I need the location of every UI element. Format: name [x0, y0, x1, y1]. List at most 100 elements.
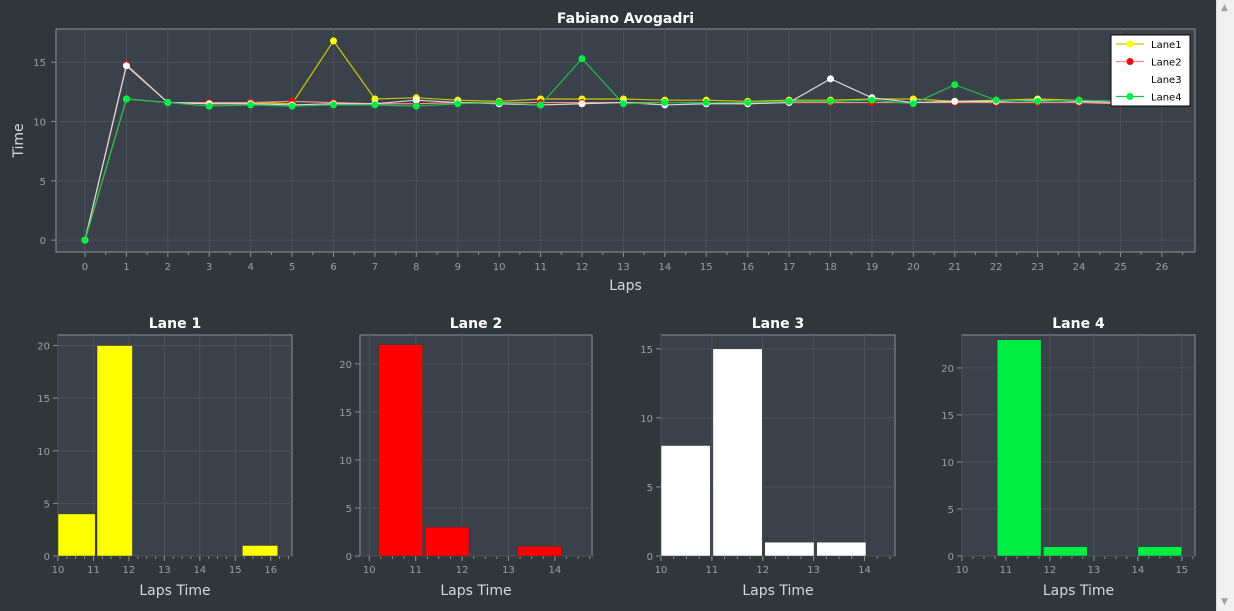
y-tick-label: 15: [33, 58, 46, 69]
x-tick-label: 14: [858, 565, 871, 576]
histogram-bar: [57, 513, 96, 557]
legend-box: [1110, 34, 1191, 107]
histogram-x-axis-label: Laps Time: [1043, 583, 1114, 599]
histogram-bar: [712, 348, 763, 557]
x-tick-label: 17: [783, 262, 796, 273]
histogram-bar: [660, 445, 711, 557]
data-point-lane3: [122, 62, 130, 70]
data-point-lane4: [81, 236, 89, 244]
data-point-lane3: [578, 100, 586, 108]
y-tick-label: 5: [346, 504, 352, 515]
legend-label-lane2: Lane2: [1151, 58, 1182, 69]
y-tick-label: 10: [640, 414, 653, 425]
x-tick-label: 21: [948, 262, 961, 273]
histogram-bar: [1043, 546, 1088, 557]
x-tick-label: 11: [706, 565, 719, 576]
y-tick-label: 20: [37, 342, 50, 353]
x-tick-label: 15: [229, 565, 242, 576]
y-tick-label: 15: [640, 345, 653, 356]
x-tick-label: 24: [1073, 262, 1086, 273]
histogram-title: Lane 1: [149, 316, 201, 332]
y-tick-label: 5: [948, 505, 954, 516]
histogram-bar: [242, 545, 279, 557]
histogram-bar: [378, 344, 423, 557]
x-tick-label: 11: [87, 565, 100, 576]
x-tick-label: 12: [456, 565, 469, 576]
y-tick-label: 0: [40, 236, 46, 247]
data-point-lane4: [744, 99, 752, 107]
x-tick-label: 13: [807, 565, 820, 576]
y-tick-label: 20: [941, 364, 954, 375]
legend-marker-lane1: [1126, 40, 1134, 48]
y-tick-label: 10: [339, 456, 352, 467]
histogram-title: Lane 2: [450, 316, 502, 332]
data-point-lane4: [247, 101, 255, 109]
y-tick-label: 5: [40, 177, 46, 188]
data-point-lane4: [164, 99, 172, 107]
x-tick-label: 15: [700, 262, 713, 273]
x-tick-label: 5: [289, 262, 295, 273]
vertical-scrollbar[interactable]: ▲ ▼: [1216, 0, 1234, 611]
legend-label-lane4: Lane4: [1151, 93, 1182, 104]
main-plot-area: [55, 28, 1196, 253]
data-point-lane4: [371, 101, 379, 109]
data-point-lane3: [412, 96, 420, 104]
x-tick-label: 14: [1131, 565, 1144, 576]
legend-marker-lane4: [1126, 93, 1134, 100]
x-tick-label: 20: [907, 262, 920, 273]
histogram-x-axis-label: Laps Time: [440, 583, 511, 599]
data-point-lane4: [288, 102, 296, 110]
data-point-lane3: [951, 97, 959, 105]
histogram-x-axis-label: Laps Time: [742, 583, 813, 599]
histogram-title: Lane 4: [1052, 316, 1105, 332]
x-tick-label: 15: [1175, 565, 1188, 576]
histogram-bar: [1137, 546, 1183, 557]
scroll-down-arrow-icon[interactable]: ▼: [1221, 597, 1228, 607]
y-tick-label: 0: [44, 552, 50, 563]
data-point-lane4: [1075, 96, 1083, 104]
y-tick-label: 10: [941, 458, 954, 469]
x-tick-label: 25: [1114, 262, 1127, 273]
data-point-lane4: [454, 100, 462, 108]
x-tick-label: 8: [413, 262, 419, 273]
x-tick-label: 22: [990, 262, 1003, 273]
y-tick-label: 5: [44, 499, 50, 510]
y-tick-label: 0: [647, 552, 653, 563]
histogram-bar: [424, 526, 470, 557]
x-tick-label: 16: [741, 262, 754, 273]
x-tick-label: 19: [866, 262, 879, 273]
x-tick-label: 10: [363, 565, 376, 576]
x-tick-label: 12: [1044, 565, 1057, 576]
x-tick-label: 3: [206, 262, 212, 273]
histogram-title: Lane 3: [752, 316, 804, 332]
data-point-lane1: [330, 37, 338, 45]
scroll-up-arrow-icon[interactable]: ▲: [1221, 3, 1228, 13]
histogram-x-axis-label: Laps Time: [139, 583, 210, 599]
histogram-bar: [517, 546, 563, 557]
data-point-lane4: [827, 97, 835, 105]
y-tick-label: 15: [37, 394, 50, 405]
x-tick-label: 2: [165, 262, 171, 273]
data-point-lane3: [827, 75, 835, 83]
x-tick-label: 16: [264, 565, 277, 576]
data-point-lane4: [619, 100, 627, 108]
x-tick-label: 18: [824, 262, 837, 273]
legend-label-lane1: Lane1: [1151, 40, 1182, 51]
x-tick-label: 11: [1000, 565, 1013, 576]
y-tick-label: 0: [948, 552, 954, 563]
data-point-lane4: [702, 99, 710, 107]
y-tick-label: 10: [37, 447, 50, 458]
legend-label-lane3: Lane3: [1151, 75, 1182, 86]
x-tick-label: 11: [534, 262, 547, 273]
x-tick-label: 12: [756, 565, 769, 576]
x-tick-label: 4: [247, 262, 253, 273]
y-tick-label: 20: [339, 360, 352, 371]
x-tick-label: 12: [576, 262, 589, 273]
histogram-bar: [96, 345, 133, 557]
histogram-bar: [816, 541, 867, 557]
main-y-axis-label: Time: [11, 123, 27, 158]
x-tick-label: 0: [82, 262, 88, 273]
x-tick-label: 13: [617, 262, 630, 273]
data-point-lane4: [537, 101, 545, 109]
